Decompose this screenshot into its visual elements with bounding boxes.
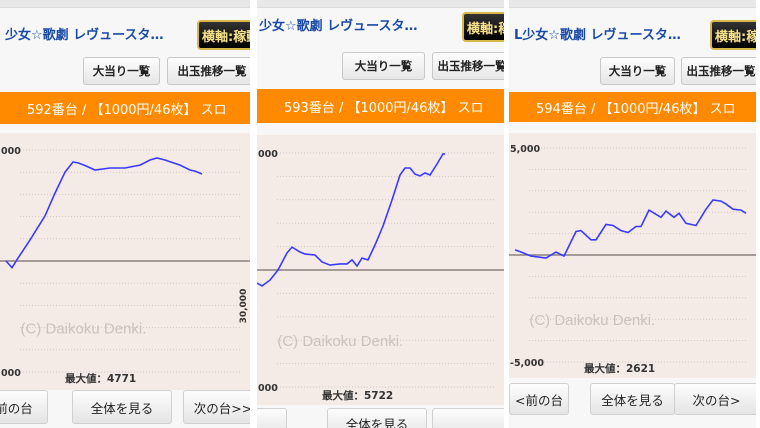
prev-machine-button[interactable]: <前の台 (509, 383, 569, 415)
next-machine-button[interactable]: 次の台> (674, 383, 756, 415)
next-machine-button[interactable]: 次の台>> (183, 390, 250, 424)
payout-line (514, 199, 747, 259)
watermark: (C) Daikoku Denki. (21, 321, 147, 338)
chart-svg: (C) Daikoku Denki. 000 000 30,000 (0, 146, 250, 379)
max-value-label: 最大値：2621 (584, 363, 656, 375)
payout-history-button[interactable]: 出玉推移一覧 (681, 57, 756, 85)
machine-title-link[interactable]: L少女☆歌劇 レヴュースタ… (514, 28, 681, 43)
view-all-button[interactable]: 全体を見る (327, 408, 427, 428)
y-axis-top-label: 000 (1, 146, 21, 157)
machine-info-bar: 593番台 / 【1000円/46枚】 スロ (257, 89, 504, 123)
chart-svg: (C) Daikoku Denki. 5,000 -5,000 (509, 144, 756, 369)
x-axis-label: 30,000 (239, 289, 249, 324)
prev-machine-button[interactable]: 前の台 (0, 390, 48, 424)
machine-title-link[interactable]: 少女☆歌劇 レヴュースタ… (5, 28, 164, 43)
x-axis-toggle-button[interactable]: 横軸:稼動 (197, 20, 250, 50)
payout-line (5, 157, 203, 270)
phone-panel-3: L少女☆歌劇 レヴュースタ… 横軸:稼動大当り一覧出玉推移一覧 594番台 / 【1… (509, 0, 756, 428)
browser-tab-strip (257, 0, 504, 8)
browser-tab-strip (509, 0, 756, 8)
big-hits-list-button[interactable]: 大当り一覧 (342, 52, 425, 80)
view-all-button[interactable]: 全体を見る (72, 390, 172, 424)
max-value-label: 最大値：5722 (322, 390, 394, 402)
prev-machine-button[interactable] (257, 408, 287, 428)
y-axis-bottom-label: 000 (258, 383, 278, 394)
y-axis-bottom-label: 000 (1, 368, 21, 379)
payout-chart: (C) Daikoku Denki. 5,000 -5,000 (509, 133, 756, 378)
watermark: (C) Daikoku Denki. (277, 333, 403, 350)
y-axis-top-label: 000 (258, 149, 278, 160)
x-axis-toggle-button[interactable]: 横軸:稼動 (710, 20, 756, 50)
max-value-label: 最大値：4771 (65, 373, 137, 385)
y-axis-top-label: 5,000 (510, 144, 540, 155)
phone-panel-1: 少女☆歌劇 レヴュースタ… 横軸:稼動大当り一覧出玉推移一覧 592番台 / 【10… (0, 0, 250, 428)
machine-title-link[interactable]: 少女☆歌劇 レヴュースタ… (259, 19, 418, 34)
big-hits-list-button[interactable]: 大当り一覧 (600, 57, 675, 85)
x-axis-toggle-button[interactable]: 横軸:稼動 (462, 12, 504, 42)
browser-tab-strip (0, 0, 250, 8)
payout-chart: (C) Daikoku Denki. 000 000 (257, 135, 504, 405)
view-all-button[interactable]: 全体を見る (590, 383, 675, 415)
next-machine-button[interactable] (432, 408, 504, 428)
machine-info-bar: 592番台 / 【1000円/46枚】 スロ (0, 92, 250, 124)
payout-history-button[interactable]: 出玉推移一覧 (167, 57, 250, 85)
chart-svg: (C) Daikoku Denki. 000 000 (257, 149, 504, 394)
machine-info-bar: 594番台 / 【1000円/46枚】 スロ (509, 92, 756, 122)
phone-panel-2: 少女☆歌劇 レヴュースタ… 横軸:稼動大当り一覧出玉推移一覧 593番台 / 【10… (257, 0, 504, 428)
watermark: (C) Daikoku Denki. (529, 312, 655, 329)
payout-line (257, 153, 445, 287)
payout-history-button[interactable]: 出玉推移一覧 (432, 52, 504, 80)
payout-chart: (C) Daikoku Denki. 000 000 30,000 (0, 133, 250, 390)
big-hits-list-button[interactable]: 大当り一覧 (83, 57, 160, 85)
y-axis-bottom-label: -5,000 (510, 358, 544, 369)
